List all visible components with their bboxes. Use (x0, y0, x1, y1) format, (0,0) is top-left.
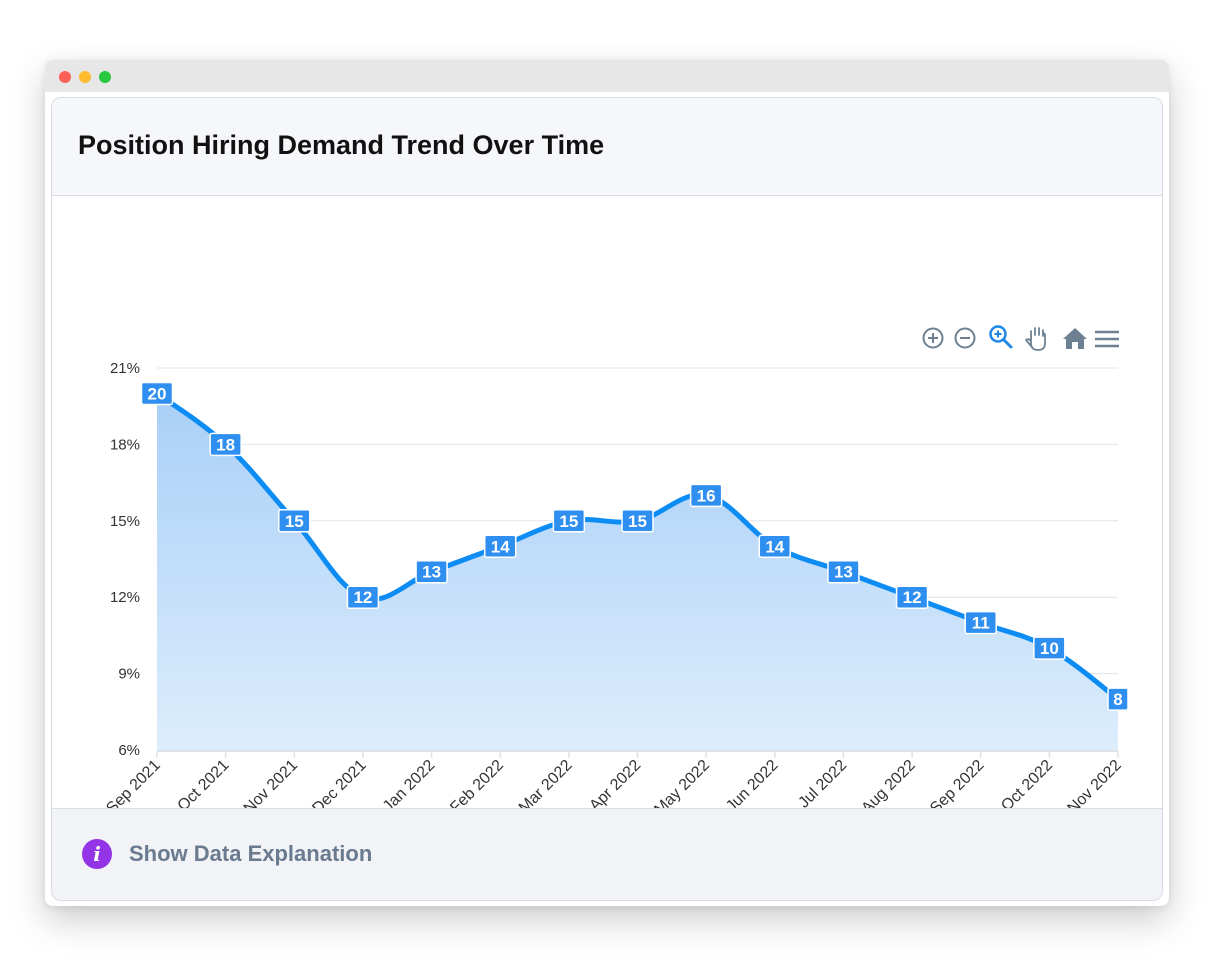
x-tick-label: Sep 2022 (927, 757, 988, 808)
x-tick-label: May 2022 (651, 757, 713, 808)
svg-text:18: 18 (216, 435, 235, 454)
x-tick-label: Jul 2022 (795, 757, 850, 808)
data-label: 15 (552, 509, 586, 533)
y-tick-label: 12% (110, 589, 140, 606)
svg-text:15: 15 (559, 512, 578, 531)
x-tick-label: Oct 2022 (998, 757, 1056, 808)
app-window: Position Hiring Demand Trend Over Time 6… (45, 60, 1169, 906)
x-tick-label: Apr 2022 (586, 757, 644, 808)
x-tick-label: Oct 2021 (175, 757, 233, 808)
x-tick-label: Dec 2021 (309, 757, 370, 808)
data-label: 10 (1033, 636, 1066, 660)
x-tick-label: Nov 2022 (1064, 757, 1125, 808)
data-label: 14 (483, 534, 517, 559)
data-label: 15 (278, 509, 311, 533)
chart-area: 6% 9% 12% 15% 18% 21% Sep 2021 Oct 2021 Nov 202… (52, 196, 1162, 808)
card-footer: i Show Data Explanation (52, 808, 1162, 900)
x-tick-label: Nov 2021 (241, 757, 302, 808)
y-tick-label: 21% (110, 360, 140, 377)
data-label: 16 (689, 483, 723, 508)
svg-text:11: 11 (972, 614, 990, 633)
chart-card: Position Hiring Demand Trend Over Time 6… (51, 97, 1163, 901)
svg-text:12: 12 (903, 588, 922, 607)
x-tick-label: Aug 2022 (858, 757, 919, 808)
data-label: 11 (964, 610, 997, 635)
x-tick-label: Feb 2022 (447, 757, 507, 808)
svg-text:16: 16 (697, 486, 716, 505)
card-title: Position Hiring Demand Trend Over Time (78, 130, 605, 160)
area-fill (157, 393, 1118, 750)
window-close-button[interactable] (59, 71, 71, 83)
y-tick-label: 9% (118, 666, 140, 683)
x-tick-label: Jun 2022 (723, 757, 782, 808)
y-tick-label: 6% (118, 742, 140, 759)
x-tick-label: Sep 2021 (103, 757, 164, 808)
y-axis-labels: 6% 9% 12% 15% 18% 21% (110, 360, 140, 759)
data-label: 13 (827, 559, 860, 584)
info-icon: i (82, 839, 112, 869)
svg-text:14: 14 (491, 537, 510, 556)
x-axis-labels: Sep 2021 Oct 2021 Nov 2021 Dec 2021 Jan 2022… (103, 757, 1125, 808)
data-label: 18 (209, 432, 242, 457)
svg-text:8: 8 (1113, 690, 1122, 709)
menu-icon[interactable] (1095, 329, 1119, 349)
window-titlebar (45, 60, 1169, 92)
data-label: 20 (140, 381, 174, 406)
window-maximize-button[interactable] (99, 71, 111, 83)
zoom-in-icon[interactable] (922, 327, 944, 349)
svg-text:14: 14 (765, 537, 784, 556)
window-minimize-button[interactable] (79, 71, 91, 83)
card-header: Position Hiring Demand Trend Over Time (52, 98, 1162, 196)
x-tick-label: Jan 2022 (380, 757, 439, 808)
hiring-demand-area-chart: 6%9%12%15%18%21% Sep 2021 Oct 2021 Nov 202… (103, 325, 1129, 808)
chart-toolbar (922, 325, 1119, 351)
y-tick-label: 15% (110, 513, 140, 530)
data-label: 13 (415, 559, 448, 584)
svg-text:10: 10 (1040, 639, 1059, 658)
show-data-explanation-button[interactable]: Show Data Explanation (129, 841, 373, 866)
x-axis (156, 750, 1119, 758)
svg-text:12: 12 (353, 588, 372, 607)
y-tick-label: 18% (110, 436, 140, 453)
data-label: 14 (758, 534, 792, 559)
svg-text:13: 13 (834, 563, 853, 582)
data-label: 12 (346, 585, 380, 609)
zoom-out-icon[interactable] (954, 327, 976, 349)
reset-home-icon[interactable] (1063, 327, 1087, 351)
data-label: 12 (895, 585, 929, 609)
svg-text:15: 15 (628, 512, 647, 531)
selection-zoom-icon[interactable] (989, 325, 1013, 349)
data-label: 8 (1107, 687, 1129, 711)
svg-text:13: 13 (422, 563, 441, 582)
x-tick-label: Mar 2022 (516, 757, 576, 808)
data-label: 15 (621, 509, 654, 533)
data-labels: 20 18 15 12 13 14 15 15 16 14 13 12 11 10 8 (140, 381, 1129, 711)
svg-text:15: 15 (285, 512, 304, 531)
pan-icon[interactable] (1025, 327, 1049, 351)
svg-text:20: 20 (148, 384, 167, 403)
